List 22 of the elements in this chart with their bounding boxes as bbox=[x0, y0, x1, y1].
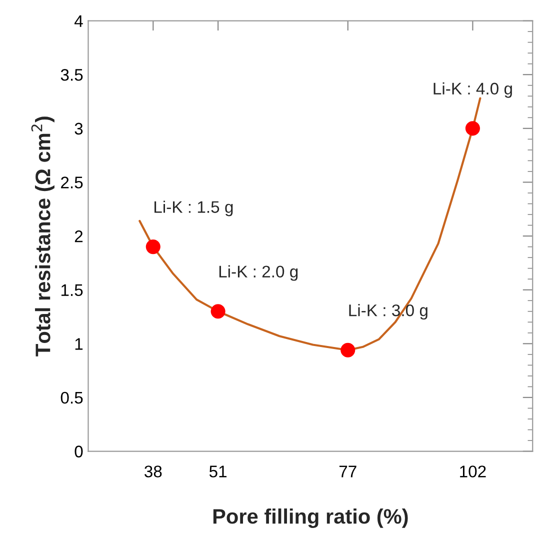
point bbox=[340, 342, 356, 358]
y-tick-label: 0 bbox=[74, 446, 83, 458]
annotation: Li-K : 4.0 g bbox=[434, 82, 512, 98]
y-tick-label: 3 bbox=[74, 122, 83, 135]
y-tick-label: 1.5 bbox=[61, 284, 83, 296]
y-tick-label: 3.5 bbox=[60, 69, 83, 81]
y-axis-title: Total resistance (Ω cm$^{2}$) bbox=[31, 116, 54, 356]
x-tick-label: 77 bbox=[339, 466, 356, 478]
x-axis-title: Pore filling ratio (%) bbox=[213, 508, 408, 528]
y-tick-label: 1 bbox=[75, 338, 83, 350]
x-tick-label: 38 bbox=[144, 466, 162, 478]
point bbox=[146, 240, 160, 254]
point bbox=[465, 121, 480, 136]
x-tick-label: 51 bbox=[209, 466, 227, 478]
annotation: Li-K : 2.0 g bbox=[219, 265, 298, 281]
annotation: Li-K : 1.5 g bbox=[154, 200, 233, 216]
y-tick-label: 2.5 bbox=[61, 176, 83, 188]
y-tick-label: 2 bbox=[74, 230, 83, 242]
y-tick-label: 0.5 bbox=[60, 392, 83, 404]
point bbox=[210, 304, 226, 319]
y-tick-label: 4 bbox=[74, 15, 83, 27]
x-tick-label: 102 bbox=[460, 466, 486, 478]
